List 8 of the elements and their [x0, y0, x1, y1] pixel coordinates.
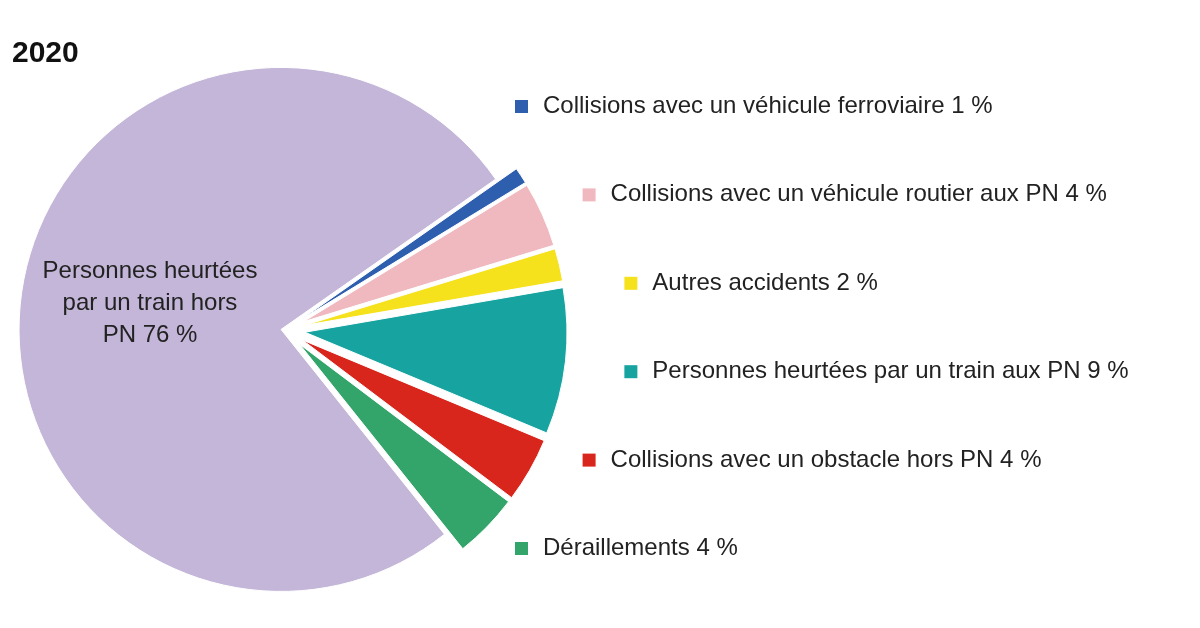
legend-label: Personnes heurtées par un train aux PN 9 %	[652, 356, 1129, 384]
legend-label: Collisions avec un véhicule ferroviaire 1 %	[543, 91, 993, 118]
legend-label: Autres accidents 2 %	[652, 267, 878, 295]
legend-label: Collisions avec un obstacle hors PN 4 %	[610, 444, 1042, 472]
slice-label: Personnes heurtées par un train hors PN 76 %	[42, 256, 258, 347]
chart-title: 2020	[12, 35, 79, 68]
legend-label: Collisions avec un véhicule routier aux PN 4 %	[610, 179, 1107, 207]
legend-label: Déraillements 4 %	[543, 533, 738, 560]
